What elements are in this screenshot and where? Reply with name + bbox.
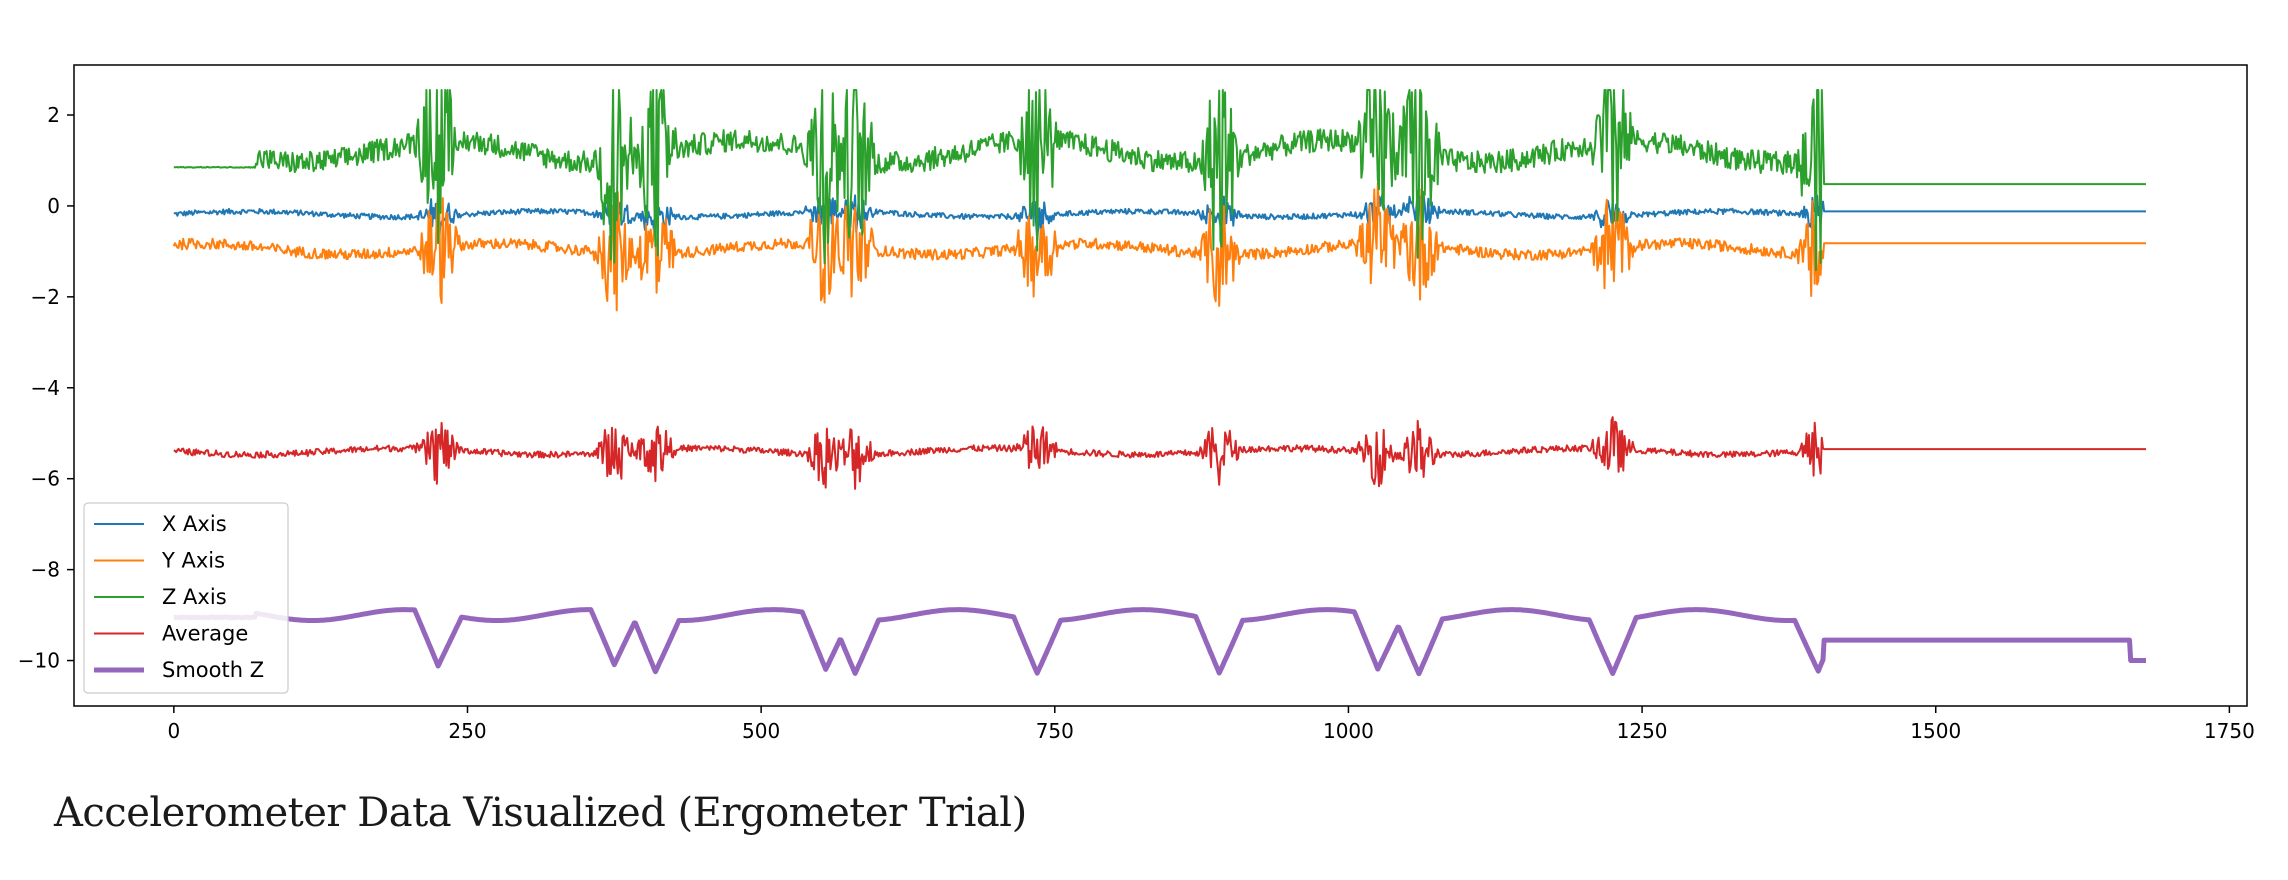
x-axis: 0 250 500 750 1000 1250 1500 1750 [167,706,2255,743]
series-layer [172,89,2148,677]
series-line-x-axis [173,190,2146,241]
y-axis: 2 0 −2 −4 −6 −8 −10 [18,103,74,673]
x-tick-label-1750: 1750 [2204,719,2255,743]
legend: X Axis Y Axis Z Axis Average Smooth Z [83,502,289,694]
y-tick-label-2: 2 [47,103,60,127]
caption-background [0,795,248,880]
series-line-y-axis [172,182,2146,312]
legend-label-x-axis: X Axis [162,512,227,536]
left-margin-strip [0,0,10,760]
x-tick-label-250: 250 [448,719,486,743]
series-line-smooth-z [172,607,2148,677]
y-tick-label--4: −4 [31,376,60,400]
legend-label-smooth-z: Smooth Z [162,658,264,682]
x-tick-label-750: 750 [1036,719,1074,743]
legend-label-average: Average [162,622,248,646]
x-tick-label-0: 0 [167,719,180,743]
legend-box [83,502,289,694]
y-tick-label--10: −10 [18,649,60,673]
y-tick-label-0: 0 [47,194,60,218]
x-tick-label-1500: 1500 [1910,719,1961,743]
legend-label-y-axis: Y Axis [161,549,225,573]
x-tick-label-500: 500 [742,719,780,743]
legend-label-z-axis: Z Axis [162,585,227,609]
y-tick-label--6: −6 [31,467,60,491]
y-tick-label--2: −2 [31,285,60,309]
x-tick-label-1250: 1250 [1617,719,1668,743]
series-line-average [173,416,2146,490]
accelerometer-chart: 0 250 500 750 1000 1250 1500 1750 2 0 −2 −4 −6 −8 −10… [18,64,2255,743]
series-line-z-axis [173,89,2146,272]
x-tick-label-1000: 1000 [1323,719,1374,743]
y-tick-label--8: −8 [31,558,60,582]
plot-frame [73,64,2248,707]
figure-caption: Accelerometer Data Visualized (Ergometer… [54,790,1027,836]
